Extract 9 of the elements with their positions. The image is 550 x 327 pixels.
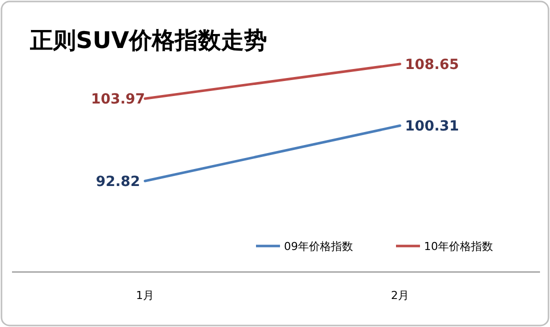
x-tick-label: 2月 (391, 289, 409, 302)
x-tick-label: 1月 (136, 289, 154, 302)
data-label: 108.65 (404, 57, 460, 73)
data-label: 100.31 (404, 118, 460, 135)
data-label: 103.97 (90, 92, 146, 108)
legend-label: 10年价格指数 (424, 240, 493, 253)
legend-label: 09年价格指数 (284, 240, 353, 253)
data-label: 92.82 (96, 174, 140, 190)
chart-title: 正则SUV价格指数走势 (29, 28, 268, 54)
